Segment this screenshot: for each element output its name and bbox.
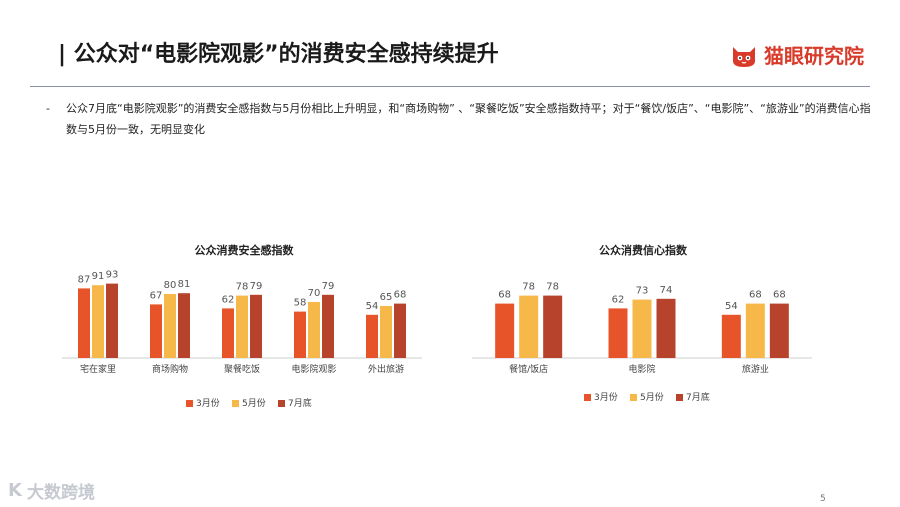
confidence-index-chart: 公众消费信心指数 68 78 78 餐馆/饭店 62 73 74 电影院 54 68 68 旅游业 3月… <box>468 230 818 410</box>
data-label: 62 <box>222 294 235 305</box>
bullet-dash: - <box>46 102 50 115</box>
legend-swatch <box>630 394 637 401</box>
cat-icon <box>733 46 755 67</box>
safety-index-chart: 公众消费安全感指数 87 91 93 宅在家里 67 80 81 商场购物 62 78 79 聚餐吃饭… <box>58 230 430 410</box>
bar <box>495 303 515 358</box>
data-label: 73 <box>636 286 649 297</box>
legend-swatch <box>232 400 239 407</box>
legend-label: 7月底 <box>686 391 710 403</box>
data-label: 70 <box>308 288 321 299</box>
data-label: 68 <box>749 290 762 301</box>
summary-text: 公众7月底“电影院观影”的消费安全感指数与5月份相比上升明显，和“商场购物” 、… <box>66 102 871 136</box>
slide-header: | 公众对“电影院观影”的消费安全感持续提升 猫眼研究院 <box>0 0 900 86</box>
data-label: 58 <box>294 298 307 309</box>
legend-label: 5月份 <box>640 391 664 403</box>
data-label: 74 <box>660 285 673 296</box>
bar <box>632 299 652 358</box>
bar <box>656 298 676 358</box>
data-label: 68 <box>773 290 786 301</box>
bar <box>322 294 334 358</box>
bar <box>308 302 320 358</box>
chart-title: 公众消费安全感指数 <box>194 244 294 257</box>
data-label: 80 <box>164 280 177 291</box>
legend-swatch <box>278 400 285 407</box>
bar <box>745 303 765 358</box>
category-label: 电影院 <box>628 363 655 375</box>
category-label: 外出旅游 <box>368 363 404 375</box>
legend-label: 3月份 <box>594 391 618 403</box>
watermark-mark: K <box>8 480 22 501</box>
bar <box>222 308 234 358</box>
data-label: 87 <box>78 274 91 285</box>
bar <box>608 308 628 358</box>
data-label: 54 <box>725 301 738 312</box>
header-divider <box>30 86 870 87</box>
bar <box>150 304 162 358</box>
legend-swatch <box>676 394 683 401</box>
data-label: 79 <box>322 281 335 292</box>
bar <box>164 294 176 358</box>
legend-label: 7月底 <box>288 397 312 409</box>
data-label: 79 <box>250 281 263 292</box>
data-label: 65 <box>380 292 393 303</box>
category-label: 餐馆/饭店 <box>509 363 548 375</box>
brand-name: 猫眼研究院 <box>764 44 864 68</box>
category-label: 聚餐吃饭 <box>224 363 260 375</box>
page-number: 5 <box>820 494 826 504</box>
brand-logo: 猫眼研究院 <box>730 40 864 69</box>
data-label: 78 <box>546 282 559 293</box>
bar <box>769 303 789 358</box>
category-label: 旅游业 <box>742 363 769 375</box>
bar <box>78 288 90 358</box>
bar <box>178 293 190 358</box>
data-label: 91 <box>92 271 105 282</box>
bar <box>721 314 741 358</box>
bar <box>380 306 392 358</box>
watermark: K 大数跨境 <box>8 478 95 503</box>
category-label: 电影院观影 <box>291 363 336 375</box>
bar <box>394 303 406 358</box>
bar <box>294 311 306 358</box>
confidence-index-plot: 68 78 78 餐馆/饭店 62 73 74 电影院 54 68 68 旅游业 3月份 5月份 7月底 <box>472 282 812 403</box>
data-label: 68 <box>498 290 511 301</box>
data-label: 81 <box>178 279 191 290</box>
bar <box>250 294 262 358</box>
data-label: 62 <box>612 294 625 305</box>
data-label: 54 <box>366 301 379 312</box>
data-label: 68 <box>394 290 407 301</box>
legend-label: 3月份 <box>196 397 220 409</box>
data-label: 78 <box>522 282 535 293</box>
data-label: 78 <box>236 282 249 293</box>
legend-swatch <box>584 394 591 401</box>
bar <box>519 295 539 358</box>
bar <box>92 285 104 358</box>
legend-label: 5月份 <box>242 397 266 409</box>
watermark-text: 大数跨境 <box>26 483 95 503</box>
data-label: 93 <box>106 270 119 281</box>
category-label: 宅在家里 <box>80 363 116 375</box>
bar <box>543 295 563 358</box>
data-label: 67 <box>150 290 163 301</box>
page-title: | 公众对“电影院观影”的消费安全感持续提升 <box>58 42 499 67</box>
bar <box>236 295 248 358</box>
chart-title: 公众消费信心指数 <box>599 244 687 257</box>
category-label: 商场购物 <box>152 363 188 375</box>
bar <box>106 283 118 358</box>
bar <box>366 314 378 358</box>
legend-swatch <box>186 400 193 407</box>
